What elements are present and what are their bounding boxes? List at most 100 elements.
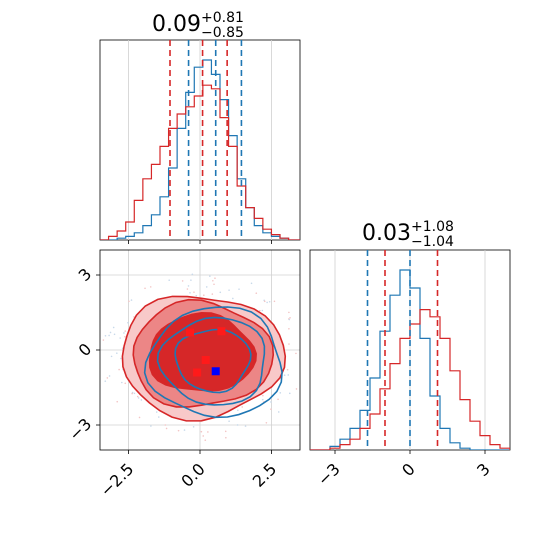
sample-point [224, 430, 227, 433]
sample-point [187, 285, 190, 287]
sample-point [288, 318, 291, 321]
sample-point [110, 355, 113, 358]
blue-contour-level [156, 316, 266, 406]
sample-point [104, 380, 107, 382]
sample-point [203, 294, 205, 296]
sample-point [144, 287, 146, 290]
histogram-step-line [100, 59, 300, 240]
sample-point [113, 333, 116, 336]
sample-point [262, 394, 264, 397]
sample-point [237, 409, 239, 412]
sample-point [277, 398, 279, 401]
sample-point [195, 294, 198, 297]
sample-point [268, 300, 271, 303]
sample-point [168, 279, 170, 282]
sample-point [131, 392, 133, 395]
sample-point [255, 292, 258, 295]
sample-point [164, 424, 167, 426]
sample-point [212, 279, 214, 282]
panel-title-minus: −0.85 [201, 25, 244, 41]
sample-point [270, 401, 272, 403]
panel-title: 0.09 [152, 12, 201, 37]
sample-point [266, 301, 268, 304]
sample-point [279, 392, 282, 394]
sample-point [259, 309, 261, 312]
sample-point [181, 280, 184, 282]
sample-point [261, 309, 264, 312]
sample-point [288, 392, 291, 395]
sample-point [149, 286, 152, 288]
quantile-lines [366, 250, 439, 450]
sample-point [150, 425, 152, 427]
sample-point [241, 406, 244, 408]
contours [102, 273, 298, 442]
sample-point [116, 400, 119, 403]
sample-point [157, 416, 160, 418]
sample-point [214, 277, 216, 280]
sample-point [250, 282, 253, 285]
sample-point [123, 332, 125, 334]
sample-point [130, 299, 133, 301]
sample-point [112, 326, 115, 329]
sample-point [106, 377, 109, 379]
sample-point [228, 420, 230, 423]
sample-point [288, 311, 290, 314]
sample-point [186, 288, 189, 290]
sample-point [207, 431, 209, 433]
sample-point [288, 327, 290, 330]
sample-point [289, 316, 291, 319]
joint-contour-panel: −2.5 0.0 2.5 −3 0 3 [65, 249, 301, 500]
sample-point [277, 411, 280, 413]
sample-point [202, 435, 205, 437]
panel-title-plus: +1.08 [411, 219, 454, 235]
axis-ticks [128, 240, 272, 244]
sample-point [273, 300, 276, 303]
histogram-step-line [100, 84, 300, 240]
sample-point [108, 375, 111, 377]
sample-point [190, 279, 192, 281]
sample-point [102, 339, 105, 341]
sample-point [192, 426, 195, 428]
sample-point [283, 374, 286, 377]
histogram-step-line [310, 309, 510, 450]
sample-point [189, 292, 191, 294]
sample-point [140, 399, 143, 401]
sample-point [209, 275, 211, 277]
histogram-series [310, 269, 510, 450]
sample-point [244, 425, 247, 427]
panel-title-plus: +0.81 [201, 10, 244, 26]
red-peak-marker [217, 327, 226, 336]
x-tick-label: 3 [473, 459, 494, 480]
sample-point [286, 368, 289, 371]
sample-point [288, 343, 290, 345]
y-tick-label: −3 [65, 414, 95, 444]
x-tick-label: 0.0 [177, 459, 208, 490]
sample-point [133, 392, 136, 395]
x-tick-label: −2.5 [96, 459, 137, 500]
sample-point [177, 429, 180, 432]
sample-point [211, 293, 214, 295]
sample-point [295, 388, 298, 390]
sample-point [232, 297, 234, 300]
blue-contour-level [143, 306, 283, 419]
sample-point [118, 368, 120, 371]
sample-point [124, 382, 127, 385]
histogram-series [100, 59, 300, 240]
red-peak-marker [186, 328, 194, 337]
grid [128, 40, 272, 240]
sample-point [204, 439, 207, 442]
red-peak-marker [193, 368, 202, 377]
sample-point [124, 330, 127, 332]
sample-point [263, 300, 266, 303]
sample-point [219, 291, 222, 294]
sample-point [165, 427, 168, 430]
sample-point [109, 331, 112, 334]
sample-point [200, 430, 203, 433]
x-tick-label: −3 [314, 459, 344, 489]
x-tick-label: 2.5 [249, 459, 280, 490]
blue-contour-level [174, 328, 252, 394]
sample-point [104, 334, 107, 337]
sample-point [205, 286, 208, 288]
sample-point [155, 411, 158, 413]
